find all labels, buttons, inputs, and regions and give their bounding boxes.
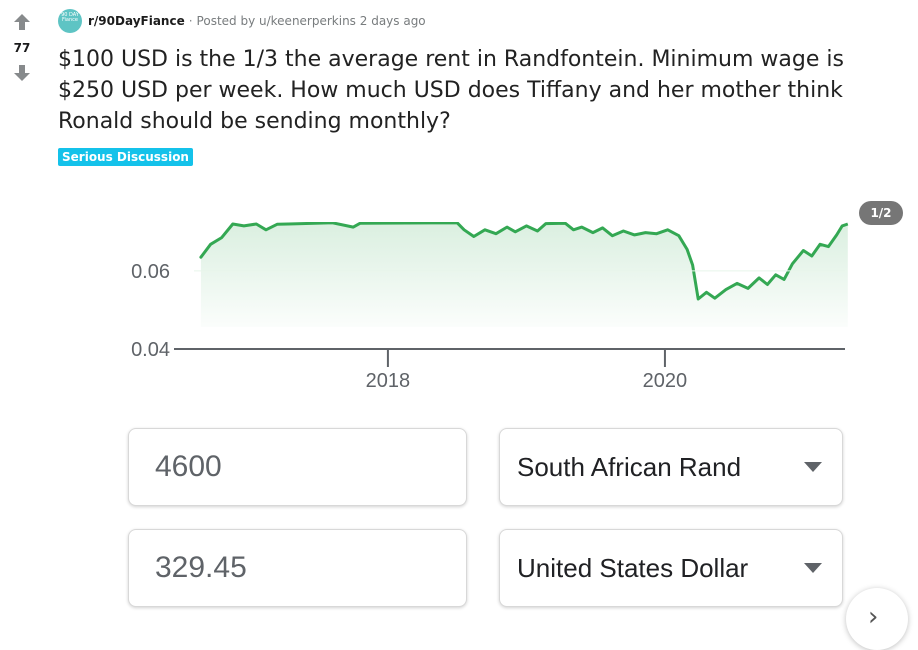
amount-to-input[interactable]: 329.45 — [128, 529, 467, 607]
x-tick-label: 2018 — [366, 370, 411, 392]
posted-by[interactable]: Posted by u/keenerperkins 2 days ago — [196, 14, 426, 28]
amount-from-value: 4600 — [155, 450, 222, 483]
y-tick-label: 0.06 — [131, 261, 170, 283]
chart-series-line — [199, 222, 849, 301]
exchange-rate-chart: 0.04 0.06 2018 2020 — [131, 222, 849, 392]
vote-score: 77 — [13, 41, 31, 55]
post-title[interactable]: $100 USD is the 1/3 the average rent in … — [58, 47, 844, 134]
chart-area-fill — [200, 222, 848, 327]
subreddit-avatar[interactable]: 90 DAY Fiance — [58, 9, 82, 33]
currency-from-value: South African Rand — [517, 451, 742, 482]
dropdown-caret-icon — [804, 462, 822, 472]
subreddit-link[interactable]: r/90DayFiance — [88, 14, 185, 28]
avatar-logo-text: 90 DAY Fiance — [61, 12, 79, 23]
y-tick-label: 0.04 — [131, 339, 170, 361]
dropdown-caret-icon — [804, 563, 822, 573]
currency-to-value: United States Dollar — [517, 552, 749, 583]
vote-column: 77 — [0, 0, 44, 621]
gallery-counter: 1/2 — [859, 201, 903, 225]
post-meta: 90 DAY Fiance r/90DayFiance · Posted by … — [58, 9, 426, 33]
chevron-right-icon: › — [868, 602, 879, 632]
upvote-icon[interactable] — [13, 13, 31, 31]
separator-dot: · — [188, 14, 193, 28]
next-image-button[interactable]: › — [846, 588, 908, 650]
currency-from-select[interactable]: South African Rand — [499, 428, 843, 506]
x-tick-label: 2020 — [643, 370, 688, 392]
post-flair[interactable]: Serious Discussion — [58, 148, 193, 166]
currency-to-select[interactable]: United States Dollar — [499, 529, 843, 607]
amount-to-value: 329.45 — [155, 551, 247, 584]
downvote-icon[interactable] — [13, 64, 31, 82]
amount-from-input[interactable]: 4600 — [128, 428, 467, 506]
